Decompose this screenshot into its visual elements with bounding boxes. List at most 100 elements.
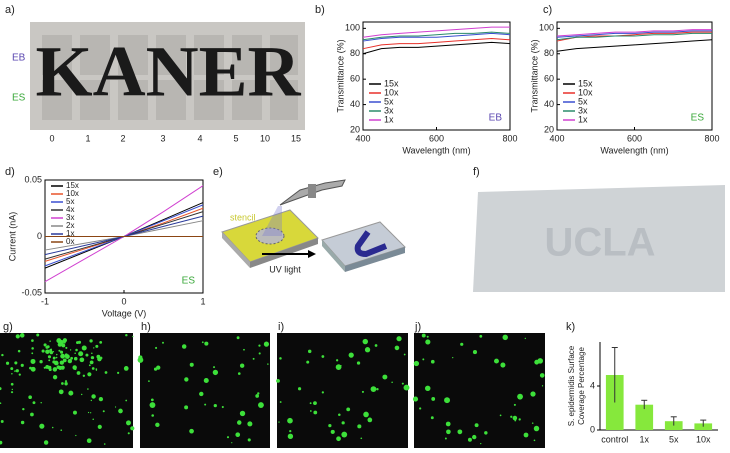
x-tick-label: 800 <box>502 133 517 143</box>
series-line <box>362 38 511 50</box>
cell-cluster <box>403 353 406 356</box>
cell-cluster <box>30 412 34 417</box>
cell-cluster <box>348 352 354 358</box>
row-label: ES <box>12 93 26 104</box>
cell-cluster <box>341 421 345 425</box>
cell-cluster <box>51 426 54 429</box>
x-tick-label: control <box>601 434 628 444</box>
cell-cluster <box>0 387 2 391</box>
y-tick-label: 0.05 <box>24 174 42 184</box>
cell-cluster <box>39 360 43 364</box>
cell-cluster <box>43 343 47 347</box>
cell-cluster <box>150 398 154 402</box>
legend-label: 10x <box>578 87 593 97</box>
cell-cluster <box>91 367 95 370</box>
series-line <box>362 31 511 41</box>
cell-cluster <box>55 356 58 359</box>
photo-faint: UCLA <box>544 221 655 265</box>
y-axis-label: Current (nA) <box>7 212 17 262</box>
cell-cluster <box>87 372 92 377</box>
cell-cluster <box>87 388 89 390</box>
cell-cluster <box>46 345 50 349</box>
cell-cluster <box>382 374 388 380</box>
cell-cluster <box>412 396 419 402</box>
cell-cluster <box>60 353 66 359</box>
y-tick-label: 100 <box>345 23 360 33</box>
cell-cluster <box>401 382 404 385</box>
cell-cluster <box>11 373 13 375</box>
cell-cluster <box>11 388 13 391</box>
cell-cluster <box>117 371 120 374</box>
y-tick-label: 40 <box>544 99 554 109</box>
cell-cluster <box>39 423 45 429</box>
cell-cluster <box>341 431 348 438</box>
cell-cluster <box>59 350 64 354</box>
cell-cluster <box>123 366 129 371</box>
cell-cluster <box>132 335 134 338</box>
count-label: 1 <box>85 133 90 143</box>
cell-cluster <box>422 358 425 361</box>
cell-cluster <box>306 360 310 364</box>
legend-label: 10x <box>384 87 399 97</box>
x-tick-label: 1 <box>200 296 205 306</box>
cell-cluster <box>226 436 230 439</box>
cell-cluster <box>184 377 189 382</box>
cell-cluster <box>22 407 25 411</box>
cell-cluster <box>67 358 73 364</box>
cell-cluster <box>41 349 45 353</box>
cell-cluster <box>20 420 25 425</box>
cell-cluster <box>237 372 241 375</box>
cell-cluster <box>61 343 66 348</box>
count-label: 3 <box>160 133 165 143</box>
legend-label: 10x <box>66 189 79 198</box>
cell-cluster <box>367 417 373 423</box>
x-axis-label: Wavelength (nm) <box>600 145 668 155</box>
cell-cluster <box>65 346 68 349</box>
cell-cluster <box>114 406 117 408</box>
cell-cluster <box>90 412 92 414</box>
cell-cluster <box>52 374 58 380</box>
cell-cluster <box>103 443 106 445</box>
diagram <box>221 179 406 272</box>
cell-cluster <box>231 442 233 444</box>
cell-cluster <box>313 401 317 406</box>
micrograph <box>277 333 408 448</box>
count-label: 0 <box>49 133 54 143</box>
cell-cluster <box>20 363 24 367</box>
cell-cluster <box>40 401 42 404</box>
cell-cluster <box>474 423 479 428</box>
panel-label: f) <box>473 166 480 178</box>
panel-label: i) <box>278 321 284 333</box>
count-label: 4 <box>197 133 202 143</box>
panel-label: d) <box>5 166 15 178</box>
cell-cluster <box>15 334 20 339</box>
cell-cluster <box>340 365 342 367</box>
cell-cluster <box>335 359 339 362</box>
x-tick-label: -1 <box>41 296 49 306</box>
cell-cluster <box>92 418 94 421</box>
cell-cluster <box>510 415 513 418</box>
cell-cluster <box>56 365 61 370</box>
y-tick-label: 0 <box>37 231 42 241</box>
cell-cluster <box>189 362 194 367</box>
x-tick-label: 400 <box>355 133 370 143</box>
legend-label: 15x <box>66 181 79 190</box>
cell-cluster <box>68 390 74 396</box>
cell-cluster <box>541 385 544 387</box>
cell-cluster <box>430 416 434 420</box>
cell-cluster <box>499 414 502 417</box>
x-tick-label: 0 <box>121 296 126 306</box>
y-tick-label: 60 <box>350 74 360 84</box>
count-label: 2 <box>120 133 125 143</box>
cell-cluster <box>95 368 98 370</box>
cell-cluster <box>97 424 102 429</box>
cell-cluster <box>59 360 64 365</box>
cell-cluster <box>255 394 259 398</box>
cell-cluster <box>278 421 280 423</box>
cell-cluster <box>472 434 477 440</box>
cell-cluster <box>17 349 21 353</box>
x-tick-label: 600 <box>429 133 444 143</box>
legend-label: 1x <box>66 229 74 238</box>
y-axis-label: Transmittance (%) <box>529 39 539 112</box>
